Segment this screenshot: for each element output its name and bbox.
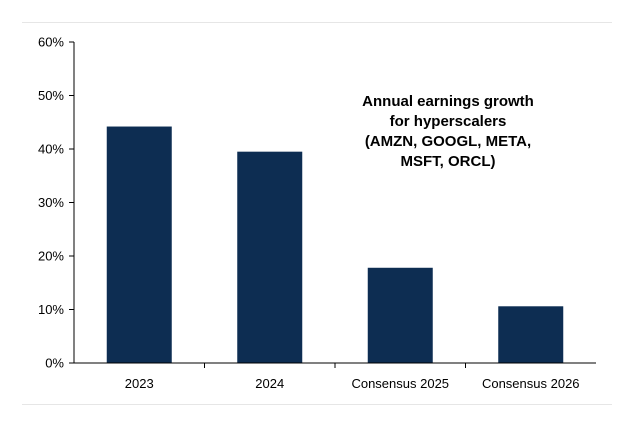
y-tick-label: 40%	[38, 142, 64, 157]
y-axis-ticks: 0% 10% 20% 30% 40% 50% 60%	[38, 35, 74, 371]
bars-group	[106, 126, 564, 363]
y-tick-label: 10%	[38, 302, 64, 317]
bar-consensus-2026	[498, 306, 564, 363]
y-tick-label: 0%	[45, 356, 64, 371]
x-tick-label: Consensus 2026	[482, 376, 580, 391]
x-axis-labels: 2023 2024 Consensus 2025 Consensus 2026	[125, 363, 580, 391]
top-divider	[22, 22, 612, 23]
bar-2024	[237, 151, 303, 363]
y-tick-label: 20%	[38, 249, 64, 264]
x-tick-label: 2024	[255, 376, 284, 391]
x-tick-label: Consensus 2025	[351, 376, 449, 391]
y-tick-label: 30%	[38, 195, 64, 210]
chart-title-line: MSFT, ORCL)	[401, 153, 496, 170]
chart-title-line: for hyperscalers	[390, 113, 507, 130]
y-tick-label: 60%	[38, 35, 64, 50]
bar-2023	[106, 126, 172, 363]
bar-consensus-2025	[367, 267, 433, 363]
chart-title: Annual earnings growth for hyperscalers (A…	[362, 93, 534, 170]
y-tick-label: 50%	[38, 88, 64, 103]
x-tick-label: 2023	[125, 376, 154, 391]
bottom-divider	[22, 404, 612, 405]
chart-title-line: (AMZN, GOOGL, META,	[365, 133, 531, 150]
chart-title-line: Annual earnings growth	[362, 93, 534, 110]
